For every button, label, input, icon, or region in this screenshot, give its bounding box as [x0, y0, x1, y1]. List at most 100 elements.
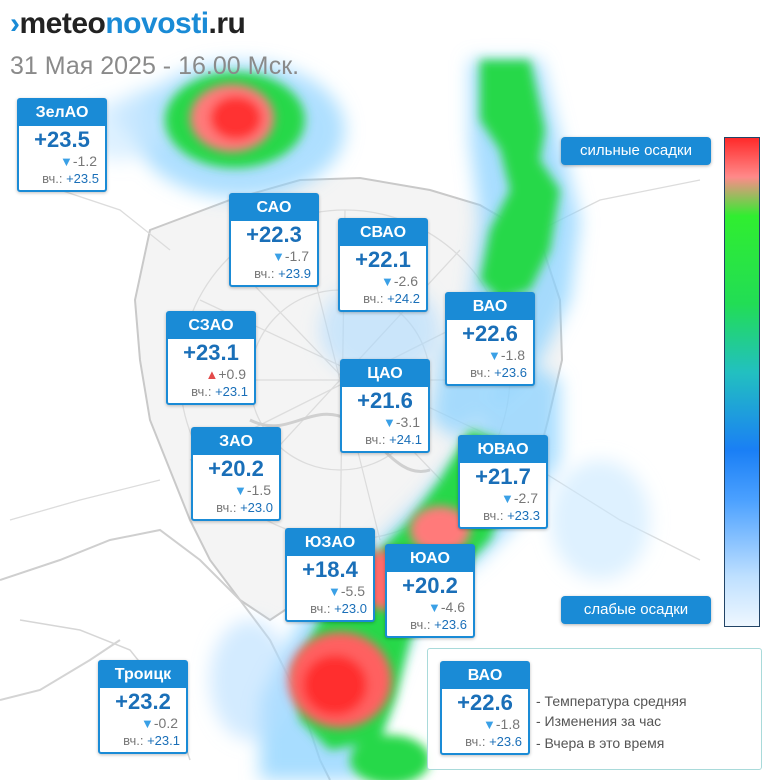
district-temperature: +23.5	[34, 127, 90, 152]
yesterday-value: +23.5	[66, 171, 99, 186]
precip-color-scale	[724, 137, 760, 627]
district-card-3[interactable]: ВАО +22.6 ▼-1.8 вч.: +23.6	[445, 292, 535, 386]
trend-down-icon: ▼	[141, 716, 154, 731]
district-card-legend-example[interactable]: ВАО +22.6 ▼-1.8 вч.: +23.6	[440, 661, 530, 755]
district-name: ЮАО	[387, 546, 473, 572]
district-name: ЮЗАО	[287, 530, 373, 556]
yesterday-temperature: вч.: +23.1	[100, 732, 186, 752]
hourly-change-value: -1.2	[72, 153, 97, 169]
district-temperature: +20.2	[402, 573, 458, 598]
district-card-10[interactable]: Троицк +23.2 ▼-0.2 вч.: +23.1	[98, 660, 188, 754]
hourly-change-value: -0.2	[153, 715, 178, 731]
legend-item-yesterday: - Вчера в это время	[536, 735, 665, 751]
yesterday-value: +24.1	[389, 432, 422, 447]
trend-down-icon: ▼	[428, 600, 441, 615]
hourly-change-value: +0.9	[218, 366, 246, 382]
district-card-2[interactable]: СВАО +22.1 ▼-2.6 вч.: +24.2	[338, 218, 428, 312]
yesterday-value: +23.6	[489, 734, 522, 749]
yesterday-temperature: вч.: +23.5	[19, 170, 105, 190]
district-temperature: +21.6	[357, 388, 413, 413]
trend-down-icon: ▼	[483, 717, 496, 732]
district-name: САО	[231, 195, 317, 221]
hourly-change: ▼-4.6	[387, 599, 473, 616]
yesterday-temperature: вч.: +23.1	[168, 383, 254, 403]
yesterday-label: вч.:	[483, 508, 504, 523]
hourly-change: ▼-5.5	[287, 583, 373, 600]
yesterday-temperature: вч.: +23.6	[387, 616, 473, 636]
hourly-change: ▼-1.8	[447, 347, 533, 364]
district-name: ЗелАО	[19, 100, 105, 126]
hourly-change-value: -2.7	[513, 490, 538, 506]
trend-down-icon: ▼	[234, 483, 247, 498]
logo-text-part3: .ru	[208, 7, 246, 40]
yesterday-temperature: вч.: +24.1	[342, 431, 428, 451]
yesterday-label: вч.:	[465, 734, 486, 749]
hourly-change-value: -5.5	[340, 583, 365, 599]
district-card-5[interactable]: ЦАО +21.6 ▼-3.1 вч.: +24.1	[340, 359, 430, 453]
yesterday-label: вч.:	[410, 617, 431, 632]
hourly-change: ▼-1.5	[193, 482, 279, 499]
yesterday-label: вч.:	[363, 291, 384, 306]
district-card-7[interactable]: ЮВАО +21.7 ▼-2.7 вч.: +23.3	[458, 435, 548, 529]
trend-down-icon: ▼	[60, 154, 73, 169]
yesterday-value: +23.9	[278, 266, 311, 281]
hourly-change: ▲+0.9	[168, 366, 254, 383]
district-temperature: +18.4	[302, 557, 358, 582]
legend-item-hour-change: - Изменения за час	[536, 713, 662, 729]
district-temperature: +23.2	[115, 689, 171, 714]
district-card-6[interactable]: ЗАО +20.2 ▼-1.5 вч.: +23.0	[191, 427, 281, 521]
district-name: ЦАО	[342, 361, 428, 387]
district-card-1[interactable]: САО +22.3 ▼-1.7 вч.: +23.9	[229, 193, 319, 287]
yesterday-value: +23.1	[215, 384, 248, 399]
yesterday-temperature: вч.: +23.6	[442, 733, 528, 753]
trend-down-icon: ▼	[272, 249, 285, 264]
forecast-datetime: 31 Мая 2025 - 16.00 Мск.	[10, 52, 300, 80]
heavy-precip-label: сильные осадки	[561, 137, 711, 165]
yesterday-value: +23.1	[147, 733, 180, 748]
trend-down-icon: ▼	[501, 491, 514, 506]
district-temperature: +22.3	[246, 222, 302, 247]
district-card-9[interactable]: ЮАО +20.2 ▼-4.6 вч.: +23.6	[385, 544, 475, 638]
yesterday-value: +24.2	[387, 291, 420, 306]
district-name: Троицк	[100, 662, 186, 688]
hourly-change-value: -1.8	[500, 347, 525, 363]
hourly-change: ▼-2.7	[460, 490, 546, 507]
district-name: ВАО	[447, 294, 533, 320]
district-temperature: +22.6	[462, 321, 518, 346]
yesterday-label: вч.:	[365, 432, 386, 447]
hourly-change: ▼-1.8	[442, 716, 528, 733]
yesterday-label: вч.:	[254, 266, 275, 281]
district-name: СЗАО	[168, 313, 254, 339]
legend-item-avg-temp: - Температура средняя	[536, 693, 687, 709]
trend-down-icon: ▼	[488, 348, 501, 363]
trend-down-icon: ▼	[328, 584, 341, 599]
yesterday-label: вч.:	[216, 500, 237, 515]
district-name: СВАО	[340, 220, 426, 246]
district-name: ЮВАО	[460, 437, 546, 463]
hourly-change: ▼-0.2	[100, 715, 186, 732]
trend-up-icon: ▲	[205, 367, 219, 382]
yesterday-value: +23.6	[434, 617, 467, 632]
hourly-change-value: -1.5	[246, 482, 271, 498]
yesterday-temperature: вч.: +24.2	[340, 290, 426, 310]
site-logo[interactable]: ›meteonovosti.ru	[10, 6, 246, 42]
district-temperature: +23.1	[183, 340, 239, 365]
hourly-change-value: -3.1	[395, 414, 420, 430]
district-card-8[interactable]: ЮЗАО +18.4 ▼-5.5 вч.: +23.0	[285, 528, 375, 622]
yesterday-value: +23.6	[494, 365, 527, 380]
logo-text-part2: novosti	[105, 7, 209, 40]
district-card-0[interactable]: ЗелАО +23.5 ▼-1.2 вч.: +23.5	[17, 98, 107, 192]
yesterday-label: вч.:	[191, 384, 212, 399]
yesterday-label: вч.:	[123, 733, 144, 748]
yesterday-temperature: вч.: +23.0	[287, 600, 373, 620]
yesterday-temperature: вч.: +23.9	[231, 265, 317, 285]
hourly-change-value: -1.7	[284, 248, 309, 264]
hourly-change: ▼-1.7	[231, 248, 317, 265]
hourly-change: ▼-2.6	[340, 273, 426, 290]
hourly-change-value: -2.6	[393, 273, 418, 289]
yesterday-temperature: вч.: +23.0	[193, 499, 279, 519]
district-temperature: +22.1	[355, 247, 411, 272]
hourly-change-value: -1.8	[495, 716, 520, 732]
district-card-4[interactable]: СЗАО +23.1 ▲+0.9 вч.: +23.1	[166, 311, 256, 405]
yesterday-label: вч.:	[470, 365, 491, 380]
